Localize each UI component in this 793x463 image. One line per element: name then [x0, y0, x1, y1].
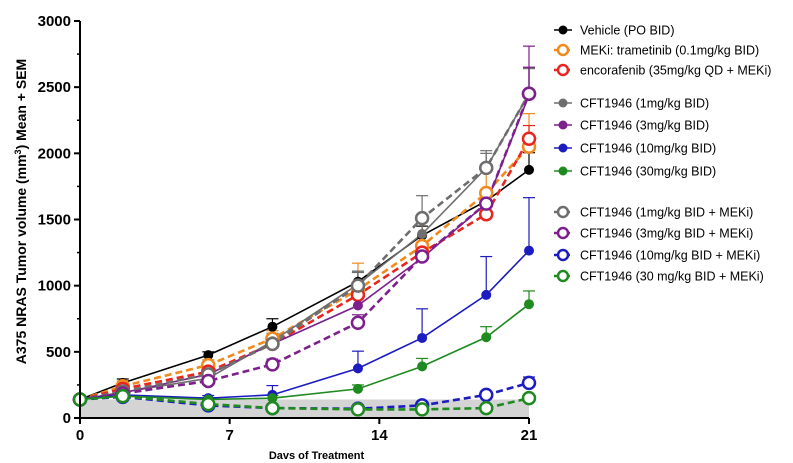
x-tick-label: 7	[225, 427, 233, 444]
series-6-point	[524, 299, 534, 310]
series-7-point	[350, 278, 366, 293]
series-0-line	[79, 169, 530, 401]
error-bars	[74, 45, 535, 410]
y-tick-label: 2500	[38, 79, 71, 96]
series-3-point	[417, 229, 428, 240]
series-2-point	[521, 131, 537, 147]
axes	[74, 20, 530, 424]
data-markers	[72, 86, 537, 417]
y-axis-title-part-2: ) Mean + SEM	[13, 59, 29, 150]
series-7-line	[79, 93, 531, 401]
legend-item-10-label: CFT1946 (30 mg/kg BID + MEKi)	[580, 270, 764, 284]
legend-item-5-label: CFT1946 (10mg/kg BID)	[580, 142, 716, 156]
legend-item-1-label: MEKi: trametinib (0.1mg/kg BID)	[580, 44, 759, 58]
y-tick-labels: 0 500 1000 1500 2000 2500 3000	[38, 13, 71, 427]
legend: Vehicle (PO BID) MEKi: trametinib (0.1mg/…	[554, 24, 771, 284]
legend-item-1-marker	[556, 43, 570, 57]
series-8-line	[79, 93, 531, 401]
series-7-point	[478, 160, 494, 176]
series-5-point	[417, 332, 428, 343]
legend-item-2-label: encorafenib (35mg/kg QD + MEKi)	[580, 64, 771, 78]
series-10-point	[414, 402, 430, 417]
series-5-point	[481, 289, 492, 300]
series-10-point	[521, 390, 537, 406]
legend-item-9-marker	[556, 248, 570, 262]
series-0-point	[524, 164, 534, 175]
series-10-point	[478, 400, 494, 416]
x-tick-label: 0	[76, 427, 84, 444]
legend-item-0-marker	[558, 25, 568, 35]
legend-item-6-label: CFT1946 (30mg/kg BID)	[580, 165, 716, 179]
y-tick-label: 0	[63, 410, 71, 427]
series-8-point	[350, 315, 366, 330]
series-lines	[79, 93, 531, 411]
legend-item-6-marker	[558, 166, 568, 176]
series-1-line	[79, 145, 530, 401]
series-5-line	[79, 250, 530, 401]
series-6-point	[481, 332, 492, 343]
y-tick-label: 500	[46, 344, 71, 361]
legend-item-8-marker	[556, 226, 570, 240]
y-tick-label: 2000	[38, 145, 71, 162]
series-8-point	[201, 373, 216, 389]
series-8-point	[478, 196, 494, 211]
series-6-point	[352, 383, 363, 394]
legend-item-4-label: CFT1946 (3mg/kg BID)	[580, 119, 709, 133]
series-10-point	[201, 396, 216, 412]
series-0-point	[267, 321, 278, 332]
series-10-point	[350, 402, 366, 417]
series-7-point	[414, 210, 430, 226]
x-tick-labels: 0 7 14 21	[76, 427, 538, 444]
legend-item-4-marker	[558, 120, 568, 130]
x-axis-title: Davs of Treatment	[269, 450, 365, 462]
series-8-point	[521, 86, 537, 102]
series-10-point	[115, 388, 131, 404]
y-tick-label: 3000	[38, 13, 71, 30]
series-5-point	[352, 363, 363, 374]
y-tick-label: 1000	[38, 278, 71, 295]
legend-item-3-marker	[558, 98, 568, 108]
y-axis-title-superscript: 3	[13, 149, 23, 154]
series-7-point	[265, 336, 280, 352]
y-axis-title: A375 NRAS Tumor volume (mm3) Mean + SEM	[13, 59, 29, 364]
legend-item-2-marker	[556, 63, 570, 77]
series-6-point	[417, 361, 428, 372]
legend-item-7-label: CFT1946 (1mg/kg BID + MEKi)	[580, 206, 753, 220]
series-9-point	[478, 387, 494, 403]
y-tick-label: 1500	[38, 212, 71, 229]
series-4-point	[352, 300, 363, 311]
x-tick-label: 14	[371, 427, 388, 444]
series-8-point	[414, 249, 430, 264]
legend-item-3-label: CFT1946 (1mg/kg BID)	[580, 97, 709, 111]
series-10-point	[265, 400, 280, 416]
series-10-line	[79, 394, 530, 411]
y-axis-title-part-1: A375 NRAS Tumor volume (mm	[13, 154, 29, 364]
legend-item-10-marker	[556, 269, 570, 283]
series-9-point	[521, 375, 537, 391]
legend-item-5-marker	[558, 143, 568, 153]
series-3-line	[79, 93, 530, 401]
series-2-line	[79, 138, 531, 401]
series-8-point	[265, 357, 280, 372]
series-5-point	[524, 245, 534, 256]
x-tick-label: 21	[521, 427, 538, 444]
legend-item-9-label: CFT1946 (10mg/kg BID + MEKi)	[580, 249, 760, 263]
legend-item-0-label: Vehicle (PO BID)	[580, 24, 674, 38]
legend-item-8-label: CFT1946 (3mg/kg BID + MEKi)	[580, 227, 753, 241]
legend-item-7-marker	[556, 205, 570, 219]
series-4-line	[79, 94, 530, 401]
